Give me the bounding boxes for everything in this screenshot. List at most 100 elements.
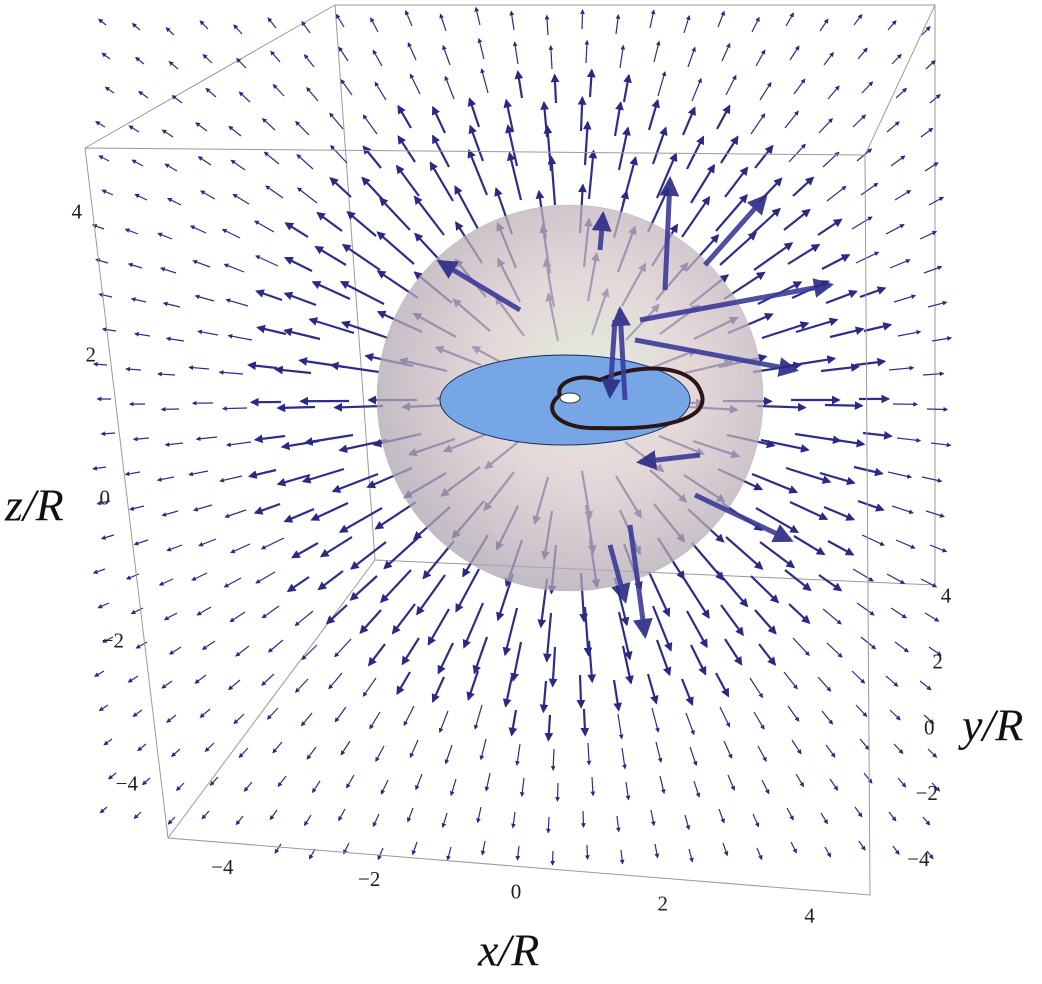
vector-arrow (238, 747, 249, 759)
vector-arrow (582, 120, 592, 166)
vector-arrow (277, 775, 287, 788)
vector-arrow (333, 402, 384, 412)
vector-arrow (312, 780, 321, 794)
vector-arrow (296, 187, 318, 204)
vector-arrow (857, 499, 885, 512)
vector-arrow (409, 739, 419, 759)
vector-arrow (157, 232, 173, 240)
vector-arrow (719, 706, 731, 728)
vector-arrow (890, 607, 907, 619)
vector-arrow (515, 845, 521, 861)
vector-arrow (586, 68, 596, 98)
vector-arrow (311, 281, 351, 300)
vector-arrow (267, 17, 277, 29)
y-tick-label: −4 (907, 847, 930, 871)
vector-arrow (108, 772, 117, 780)
vector-arrow (374, 81, 387, 101)
vector-arrow (161, 129, 174, 138)
vector-arrow (124, 228, 139, 235)
vector-arrow (227, 333, 253, 341)
vector-arrow (691, 77, 702, 102)
vector-arrow (467, 148, 489, 196)
vector-arrow (306, 86, 319, 102)
vector-arrow-large (703, 194, 768, 267)
vector-arrow (924, 612, 940, 622)
vector-arrow (824, 846, 832, 858)
vector-arrow (272, 741, 283, 754)
vector-arrow (750, 113, 766, 135)
vector-arrow (619, 849, 625, 865)
vector-arrow (200, 190, 216, 200)
vector-arrow (817, 218, 843, 236)
vector-arrow (442, 44, 451, 66)
vector-arrow (346, 210, 377, 237)
vector-arrow (828, 437, 866, 448)
vector-arrow (859, 738, 870, 751)
vector-arrow (229, 611, 246, 623)
vector-arrow (401, 637, 420, 666)
vector-arrow (383, 535, 421, 570)
vector-arrow (303, 433, 354, 446)
vector-arrow (925, 510, 945, 518)
vector-arrow (415, 773, 423, 791)
vector-arrow (380, 569, 412, 604)
vector-arrow (756, 847, 763, 861)
y-tick-label: 2 (932, 650, 943, 674)
vector-arrow (897, 330, 922, 337)
vector-arrow (127, 262, 143, 269)
vector-arrow (818, 574, 843, 592)
vector-arrow (194, 294, 215, 302)
vector-arrow (786, 807, 794, 821)
vector-arrow (484, 772, 491, 792)
vector-arrow (138, 90, 149, 99)
vector-arrow (95, 258, 109, 264)
vector-arrow (294, 610, 314, 627)
vector-arrow (895, 87, 908, 99)
vector-arrow (310, 502, 349, 521)
vector-arrow (785, 12, 794, 27)
vector-arrow (472, 636, 489, 675)
vector-arrow (919, 680, 932, 691)
vector-arrow (539, 680, 549, 714)
vector-arrow (397, 135, 416, 163)
vector-arrow (406, 807, 414, 823)
vector-arrow (334, 638, 352, 658)
vector-arrow (893, 743, 904, 755)
vector-arrow (362, 677, 377, 697)
vector-arrow (760, 438, 810, 453)
y-tick-label: −2 (916, 781, 938, 805)
vector-arrow (625, 781, 631, 801)
z-axis-label: z/R (4, 480, 64, 531)
vector-arrow (924, 162, 939, 172)
vector-arrow (291, 542, 319, 559)
vector-arrow (508, 709, 518, 737)
vector-arrow (98, 292, 113, 298)
vector-arrow (476, 806, 482, 824)
vector-arrow (715, 194, 748, 232)
vector-arrow (301, 644, 318, 661)
vector-arrow (820, 812, 828, 825)
vector-arrow (164, 442, 184, 447)
vector-arrow (509, 10, 515, 31)
vector-arrow (784, 569, 812, 592)
vector-arrow (369, 711, 381, 730)
vector-arrow (715, 672, 730, 698)
vector-arrow (617, 713, 624, 740)
vector-arrow (256, 324, 287, 336)
vector-arrow (789, 501, 829, 521)
vector-arrow (887, 471, 913, 479)
vector-arrow (885, 675, 899, 687)
vector-arrow (681, 106, 696, 136)
vector-arrow (477, 37, 485, 60)
vector-arrow (235, 645, 250, 657)
vector-arrow (893, 294, 917, 303)
vector-arrow (550, 748, 556, 771)
vector-arrow (380, 779, 389, 795)
vector-arrow (233, 713, 245, 725)
y-tick-label: 4 (941, 584, 952, 608)
vector-arrow (721, 42, 731, 62)
vector-arrow (218, 370, 244, 375)
vector-arrow (132, 436, 150, 442)
vector-arrow (359, 609, 382, 635)
vector-arrow (829, 326, 865, 339)
